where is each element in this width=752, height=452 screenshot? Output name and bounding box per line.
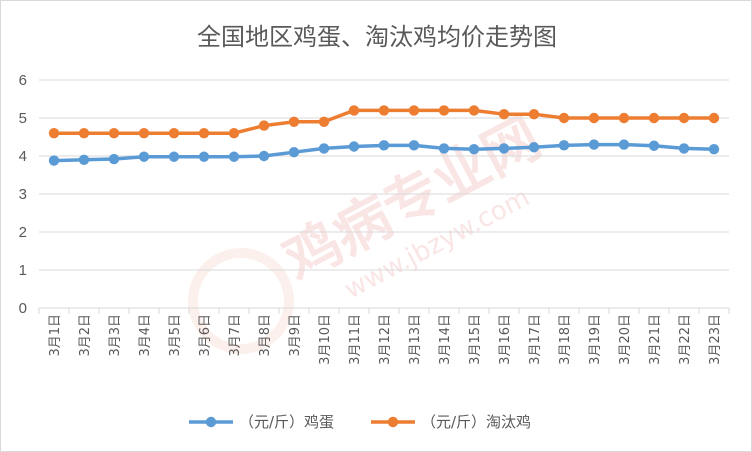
- x-tick-label: 3月5日: [168, 314, 183, 357]
- legend-label: （元/斤）淘汰鸡: [421, 413, 531, 431]
- data-point: [198, 128, 210, 139]
- x-tick-label: 3月14日: [438, 314, 453, 365]
- data-point: [108, 128, 120, 139]
- y-tick-label: 2: [19, 224, 27, 241]
- x-tick-label: 3月13日: [408, 314, 423, 365]
- data-point: [78, 128, 90, 139]
- legend-swatch-marker: [387, 416, 399, 428]
- data-point: [258, 120, 270, 131]
- x-tick-label: 3月1日: [48, 314, 63, 357]
- x-tick-label: 3月4日: [138, 314, 153, 357]
- data-point: [228, 128, 240, 139]
- data-point: [528, 109, 540, 120]
- data-point: [588, 139, 600, 150]
- y-tick-label: 3: [19, 186, 27, 203]
- x-tick-label: 3月11日: [348, 314, 363, 365]
- x-tick-label: 3月7日: [228, 314, 243, 357]
- data-point: [678, 143, 690, 154]
- data-point: [138, 151, 150, 162]
- data-point: [378, 105, 390, 116]
- data-point: [258, 150, 270, 162]
- data-point: [168, 128, 180, 139]
- data-point: [408, 140, 420, 151]
- y-tick-label: 5: [19, 110, 27, 127]
- data-point: [648, 112, 660, 124]
- data-point: [408, 105, 420, 116]
- series-0: [48, 139, 720, 166]
- watermark-logo-icon: [188, 248, 294, 354]
- data-point: [618, 139, 630, 150]
- data-point: [288, 147, 300, 158]
- y-tick-label: 0: [19, 300, 27, 317]
- data-point: [348, 105, 360, 116]
- data-point: [588, 112, 600, 124]
- x-tick-label: 3月2日: [78, 314, 93, 357]
- data-point: [228, 151, 240, 162]
- x-tick-label: 3月8日: [258, 314, 273, 357]
- data-point: [138, 128, 150, 139]
- data-point: [438, 105, 450, 116]
- chart-title: 全国地区鸡蛋、淘汰鸡均价走势图: [197, 23, 557, 51]
- data-point: [558, 140, 570, 151]
- data-point: [108, 153, 120, 165]
- data-point: [198, 151, 210, 162]
- axes: 0 1 2 3 4 5 6 3月1日 3月2日 3月3日 3月4日 3月5日 3月6日 3月7日 3月8日 3…: [19, 72, 730, 365]
- x-tick-label: 3月16日: [498, 314, 513, 365]
- data-point: [78, 154, 90, 165]
- data-point: [348, 141, 360, 152]
- x-tick-label: 3月17日: [528, 314, 543, 365]
- legend-item: （元/斤）鸡蛋: [189, 413, 334, 431]
- data-point: [528, 142, 540, 153]
- legend-swatch-marker: [205, 416, 217, 428]
- x-tick-label: 3月12日: [378, 314, 393, 365]
- legend-label: （元/斤）鸡蛋: [239, 413, 334, 431]
- data-point: [48, 155, 60, 166]
- data-point: [318, 143, 330, 154]
- data-point: [618, 112, 630, 124]
- x-tick-label: 3月22日: [678, 314, 693, 365]
- x-tick-label: 3月23日: [708, 314, 723, 365]
- data-point: [498, 143, 510, 154]
- series-1: [48, 105, 720, 139]
- data-point: [498, 109, 510, 120]
- x-tick-label: 3月19日: [588, 314, 603, 365]
- legend: （元/斤）鸡蛋 （元/斤）淘汰鸡: [189, 413, 531, 431]
- x-tick-label: 3月9日: [288, 314, 303, 357]
- x-tick-label: 3月21日: [648, 314, 663, 365]
- x-tick-label: 3月6日: [198, 314, 213, 357]
- data-point: [378, 140, 390, 151]
- data-point: [468, 143, 480, 155]
- data-point: [678, 112, 690, 124]
- data-point: [558, 112, 570, 124]
- y-tick-label: 6: [19, 72, 27, 89]
- data-point: [648, 140, 660, 151]
- x-tick-label: 3月3日: [108, 314, 123, 357]
- x-tick-label: 3月10日: [318, 314, 333, 365]
- data-point: [48, 128, 60, 139]
- data-point: [318, 116, 330, 128]
- y-tick-label: 1: [19, 262, 27, 279]
- data-point: [168, 151, 180, 162]
- x-tick-label: 3月20日: [618, 314, 633, 365]
- legend-item: （元/斤）淘汰鸡: [371, 413, 531, 431]
- series-layer: [48, 105, 720, 166]
- data-point: [708, 143, 720, 155]
- y-tick-label: 4: [19, 148, 27, 165]
- data-point: [288, 116, 300, 128]
- data-point: [438, 143, 450, 154]
- data-point: [708, 112, 720, 124]
- data-point: [468, 105, 480, 116]
- x-tick-label: 3月18日: [558, 314, 573, 365]
- x-tick-label: 3月15日: [468, 314, 483, 365]
